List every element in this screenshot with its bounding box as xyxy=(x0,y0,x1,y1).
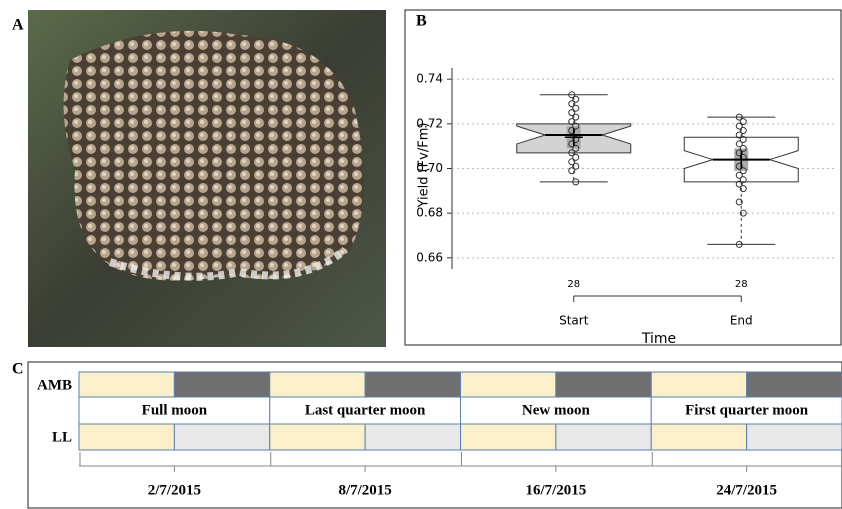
point xyxy=(739,167,747,175)
point xyxy=(739,153,747,161)
phase-cell xyxy=(78,396,271,425)
light-period xyxy=(78,423,175,451)
dark-period xyxy=(555,371,652,398)
point xyxy=(735,171,743,179)
point xyxy=(572,144,580,152)
point xyxy=(735,162,743,170)
point xyxy=(739,185,747,193)
light-period xyxy=(269,371,366,398)
dim-period xyxy=(746,423,842,451)
point xyxy=(739,118,747,126)
dim-period xyxy=(364,423,461,451)
dark-period xyxy=(173,371,271,398)
x-tick-label: Start xyxy=(559,314,589,328)
date-label: 2/7/2015 xyxy=(148,482,201,498)
point xyxy=(568,140,576,148)
date-label: 8/7/2015 xyxy=(338,482,391,498)
y-tick-label: 0.70 xyxy=(416,161,443,175)
light-period xyxy=(78,371,175,398)
point xyxy=(568,158,576,166)
point xyxy=(735,180,743,188)
light-period xyxy=(460,371,557,398)
point xyxy=(568,149,576,157)
dim-period xyxy=(173,423,271,451)
dim-period xyxy=(555,423,652,451)
panel-label: A xyxy=(12,17,24,34)
point xyxy=(735,113,743,121)
point xyxy=(739,144,747,152)
light-period xyxy=(650,423,748,451)
point xyxy=(572,113,580,121)
panel-label: B xyxy=(416,13,427,30)
date-label: 24/7/2015 xyxy=(716,482,777,498)
point xyxy=(572,122,580,130)
row-label: AMB xyxy=(37,377,72,393)
phase-label: Full moon xyxy=(142,402,208,418)
point xyxy=(735,122,743,130)
photo xyxy=(28,10,386,347)
point xyxy=(735,149,743,157)
phase-label: New moon xyxy=(522,402,591,418)
phase-label: Last quarter moon xyxy=(305,402,426,418)
point xyxy=(572,178,580,186)
point xyxy=(568,118,576,126)
row-label: LL xyxy=(52,429,72,445)
x-axis-label: Time xyxy=(641,331,676,347)
light-period xyxy=(460,423,557,451)
point xyxy=(739,209,747,217)
point xyxy=(572,135,580,143)
point xyxy=(739,135,747,143)
point xyxy=(572,95,580,103)
point xyxy=(568,91,576,99)
point xyxy=(572,153,580,161)
panel-label: C xyxy=(12,361,24,378)
dark-period xyxy=(746,371,842,398)
light-period xyxy=(269,423,366,451)
count-label: 28 xyxy=(735,279,748,290)
date-label: 16/7/2015 xyxy=(525,482,586,498)
light-period xyxy=(650,371,748,398)
y-tick-label: 0.66 xyxy=(416,250,443,264)
point xyxy=(568,167,576,175)
point xyxy=(568,100,576,108)
phase-cell xyxy=(650,396,842,425)
point xyxy=(572,104,580,112)
y-tick-label: 0.74 xyxy=(416,72,443,86)
point xyxy=(739,127,747,135)
y-tick-label: 0.68 xyxy=(416,206,443,220)
point xyxy=(739,176,747,184)
point xyxy=(735,131,743,139)
y-tick-label: 0.72 xyxy=(416,116,443,130)
phase-label: First quarter moon xyxy=(685,402,809,418)
x-tick-label: End xyxy=(730,314,753,328)
point xyxy=(735,140,743,148)
count-label: 28 xyxy=(567,279,580,290)
y-axis-label: Yield (Fv/Fm) xyxy=(417,123,432,209)
point xyxy=(735,240,743,248)
point xyxy=(568,109,576,117)
point xyxy=(572,162,580,170)
point xyxy=(735,198,743,206)
point xyxy=(568,127,576,135)
dark-period xyxy=(364,371,461,398)
